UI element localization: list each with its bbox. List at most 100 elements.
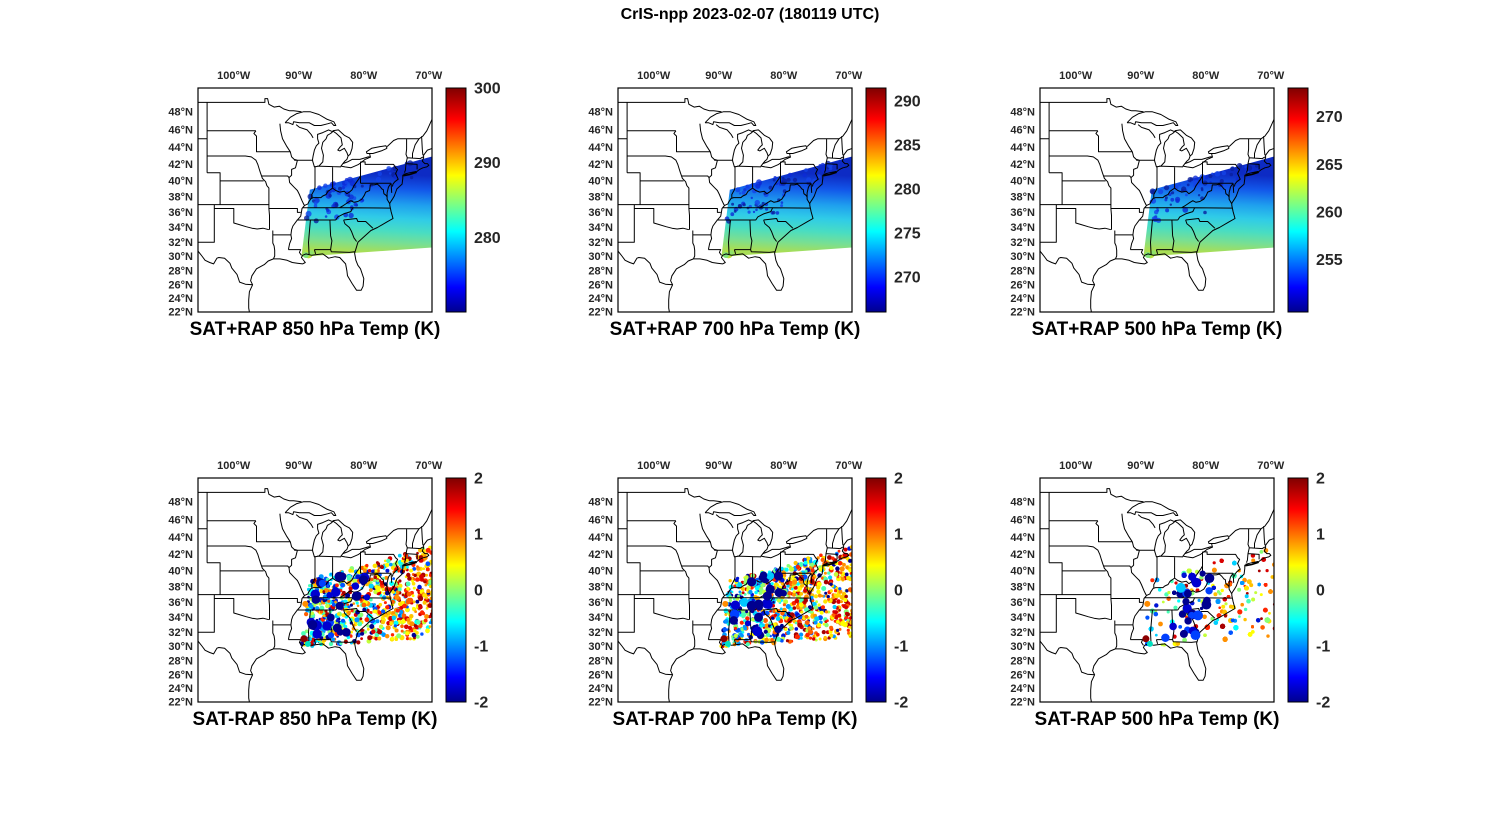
lat-tick-label: 30°N bbox=[1010, 251, 1035, 263]
lat-tick-label: 46°N bbox=[1010, 514, 1035, 526]
lat-tick-label: 32°N bbox=[588, 237, 613, 249]
lat-tick-label: 36°N bbox=[168, 207, 193, 219]
lon-tick-label: 80°W bbox=[1192, 70, 1220, 82]
lat-tick-label: 36°N bbox=[168, 597, 193, 609]
colorbar bbox=[865, 87, 887, 313]
colorbar-tick-label: -2 bbox=[1316, 695, 1330, 712]
lat-tick-label: 38°N bbox=[168, 191, 193, 203]
panel-title: SAT+RAP 850 hPa Temp (K) bbox=[190, 319, 441, 340]
lon-tick-label: 100°W bbox=[637, 70, 671, 82]
lat-tick-label: 30°N bbox=[588, 641, 613, 653]
colorbar-tick-label: 300 bbox=[474, 81, 501, 98]
map-frame bbox=[1039, 477, 1275, 703]
lat-tick-label: 48°N bbox=[1010, 496, 1035, 508]
map-svg-sat-minus-rap-850: 100°W 90°W 80°W 70°W 48°N 46°N 44°N 42°N 40°N 38°… bbox=[168, 460, 488, 730]
colorbar-tick-label: -2 bbox=[894, 695, 908, 712]
panel-sat-minus-rap-700: 100°W 90°W 80°W 70°W 48°N 46°N 44°N 42°N 40°N 38°… bbox=[570, 448, 938, 748]
lat-tick-label: 42°N bbox=[588, 159, 613, 171]
lat-tick-label: 40°N bbox=[168, 175, 193, 187]
lat-tick-label: 36°N bbox=[588, 597, 613, 609]
map-svg-sat-minus-rap-700: 100°W 90°W 80°W 70°W 48°N 46°N 44°N 42°N 40°N 38°… bbox=[588, 460, 908, 730]
lat-tick-label: 42°N bbox=[168, 159, 193, 171]
lat-tick-label: 26°N bbox=[588, 279, 613, 291]
panel-sat-minus-rap-500: 100°W 90°W 80°W 70°W 48°N 46°N 44°N 42°N 40°N 38°… bbox=[992, 448, 1360, 748]
lat-tick-label: 30°N bbox=[588, 251, 613, 263]
lat-tick-label: 30°N bbox=[1010, 641, 1035, 653]
lat-tick-label: 48°N bbox=[588, 106, 613, 118]
colorbar-tick-label: -1 bbox=[894, 639, 908, 656]
lat-tick-label: 44°N bbox=[1010, 532, 1035, 544]
lat-tick-label: 34°N bbox=[588, 612, 613, 624]
panel-title: SAT-RAP 850 hPa Temp (K) bbox=[193, 709, 438, 730]
lat-tick-label: 24°N bbox=[1010, 293, 1035, 305]
lat-tick-label: 26°N bbox=[1010, 279, 1035, 291]
panel-sat-minus-rap-850: 100°W 90°W 80°W 70°W 48°N 46°N 44°N 42°N 40°N 38°… bbox=[150, 448, 518, 748]
lat-tick-label: 24°N bbox=[588, 293, 613, 305]
colorbar-tick-label: 270 bbox=[894, 269, 921, 286]
map-frame bbox=[1039, 87, 1275, 313]
colorbar-tick-label: 270 bbox=[1316, 109, 1343, 126]
colorbar-tick-label: 255 bbox=[1316, 252, 1343, 269]
state-borders bbox=[198, 488, 432, 702]
colorbar bbox=[445, 87, 467, 313]
lat-tick-label: 26°N bbox=[168, 279, 193, 291]
map-content bbox=[618, 488, 852, 702]
colorbar-tick-label: 290 bbox=[894, 94, 921, 111]
lat-tick-label: 24°N bbox=[588, 683, 613, 695]
lat-tick-label: 38°N bbox=[588, 581, 613, 593]
lat-tick-label: 44°N bbox=[168, 532, 193, 544]
lon-tick-label: 80°W bbox=[350, 460, 378, 472]
lon-tick-label: 70°W bbox=[1257, 70, 1285, 82]
lat-tick-label: 32°N bbox=[1010, 237, 1035, 249]
lat-tick-label: 30°N bbox=[168, 641, 193, 653]
lat-tick-label: 26°N bbox=[588, 669, 613, 681]
lat-tick-label: 22°N bbox=[168, 307, 193, 319]
lat-tick-label: 40°N bbox=[1010, 565, 1035, 577]
panel-title: SAT-RAP 700 hPa Temp (K) bbox=[613, 709, 858, 730]
lon-tick-label: 80°W bbox=[350, 70, 378, 82]
panel-sat-plus-rap-850: 100°W 90°W 80°W 70°W 48°N 46°N 44°N 42°N 40°N 38°… bbox=[150, 58, 518, 358]
lon-tick-label: 100°W bbox=[1059, 70, 1093, 82]
colorbar bbox=[445, 477, 467, 703]
lat-tick-label: 22°N bbox=[588, 307, 613, 319]
state-borders bbox=[198, 98, 432, 312]
lon-tick-label: 70°W bbox=[415, 460, 443, 472]
lat-tick-label: 44°N bbox=[168, 142, 193, 154]
lat-tick-label: 28°N bbox=[588, 265, 613, 277]
lon-tick-label: 100°W bbox=[217, 460, 251, 472]
lat-tick-label: 42°N bbox=[168, 549, 193, 561]
lon-tick-label: 70°W bbox=[835, 70, 863, 82]
colorbar-tick-label: -2 bbox=[474, 695, 488, 712]
map-svg-sat-plus-rap-500: 100°W 90°W 80°W 70°W 48°N 46°N 44°N 42°N 40°N 38°… bbox=[1010, 70, 1343, 340]
colorbar-tick-label: 0 bbox=[1316, 583, 1325, 600]
state-borders bbox=[618, 98, 852, 312]
colorbar bbox=[865, 477, 887, 703]
panel-title: SAT+RAP 700 hPa Temp (K) bbox=[610, 319, 861, 340]
colorbar-tick-label: 265 bbox=[1316, 157, 1343, 174]
colorbar-tick-label: 0 bbox=[894, 583, 903, 600]
lat-tick-label: 40°N bbox=[588, 565, 613, 577]
satellite-swath bbox=[1143, 156, 1274, 257]
lat-tick-label: 32°N bbox=[168, 237, 193, 249]
lat-tick-label: 28°N bbox=[168, 655, 193, 667]
lat-tick-label: 32°N bbox=[168, 627, 193, 639]
lat-tick-label: 22°N bbox=[588, 697, 613, 709]
map-frame bbox=[197, 477, 433, 703]
map-background bbox=[618, 478, 852, 702]
colorbar bbox=[1287, 477, 1309, 703]
map-svg-sat-plus-rap-700: 100°W 90°W 80°W 70°W 48°N 46°N 44°N 42°N 40°N 38°… bbox=[588, 70, 921, 340]
lon-tick-label: 70°W bbox=[415, 70, 443, 82]
colorbar-tick-label: 1 bbox=[1316, 527, 1325, 544]
colorbar-tick-label: 2 bbox=[1316, 471, 1325, 488]
lat-tick-label: 46°N bbox=[588, 514, 613, 526]
figure-title: CrIS-npp 2023-02-07 (180119 UTC) bbox=[620, 6, 880, 23]
lat-tick-label: 44°N bbox=[588, 532, 613, 544]
colorbar-tick-label: 290 bbox=[474, 155, 501, 172]
map-content bbox=[618, 98, 852, 312]
lat-tick-label: 26°N bbox=[1010, 669, 1035, 681]
panel-title: SAT+RAP 500 hPa Temp (K) bbox=[1032, 319, 1283, 340]
map-svg-sat-plus-rap-850: 100°W 90°W 80°W 70°W 48°N 46°N 44°N 42°N 40°N 38°… bbox=[168, 70, 501, 340]
lat-tick-label: 42°N bbox=[588, 549, 613, 561]
lat-tick-label: 46°N bbox=[168, 514, 193, 526]
lat-tick-label: 34°N bbox=[168, 612, 193, 624]
